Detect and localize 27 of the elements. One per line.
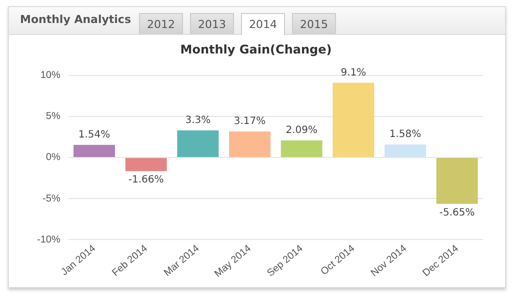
bar: [229, 131, 270, 157]
text: 2012: [139, 13, 183, 34]
bar: [280, 140, 322, 157]
data-label: 1.58%: [389, 129, 422, 140]
data-label: 3.3%: [185, 114, 211, 126]
bar: [332, 82, 374, 157]
chart-title: Monthly Gain(Change): [180, 42, 332, 56]
bar: [384, 144, 426, 157]
y-tick-label: 5%: [46, 111, 60, 122]
bar: [436, 158, 478, 204]
bar: [125, 158, 167, 172]
data-label: 1.54%: [78, 129, 110, 140]
data-label: 2.09%: [286, 124, 318, 136]
text: Monthly Analytics: [20, 13, 131, 26]
y-tick-label: 0%: [46, 152, 60, 164]
y-tick-label: -10%: [36, 234, 60, 246]
text: 2015: [292, 13, 336, 34]
data-label: 9.1%: [340, 67, 366, 78]
bar: [74, 144, 115, 157]
data-label: -1.66%: [128, 174, 164, 186]
data-label: 3.17%: [234, 116, 266, 128]
text: 2014: [241, 13, 285, 35]
text: 2013: [190, 13, 234, 34]
bar: [177, 130, 219, 157]
y-tick-label: -5%: [42, 193, 60, 204]
y-tick-label: 10%: [40, 70, 60, 82]
data-label: -5.65%: [439, 207, 475, 218]
